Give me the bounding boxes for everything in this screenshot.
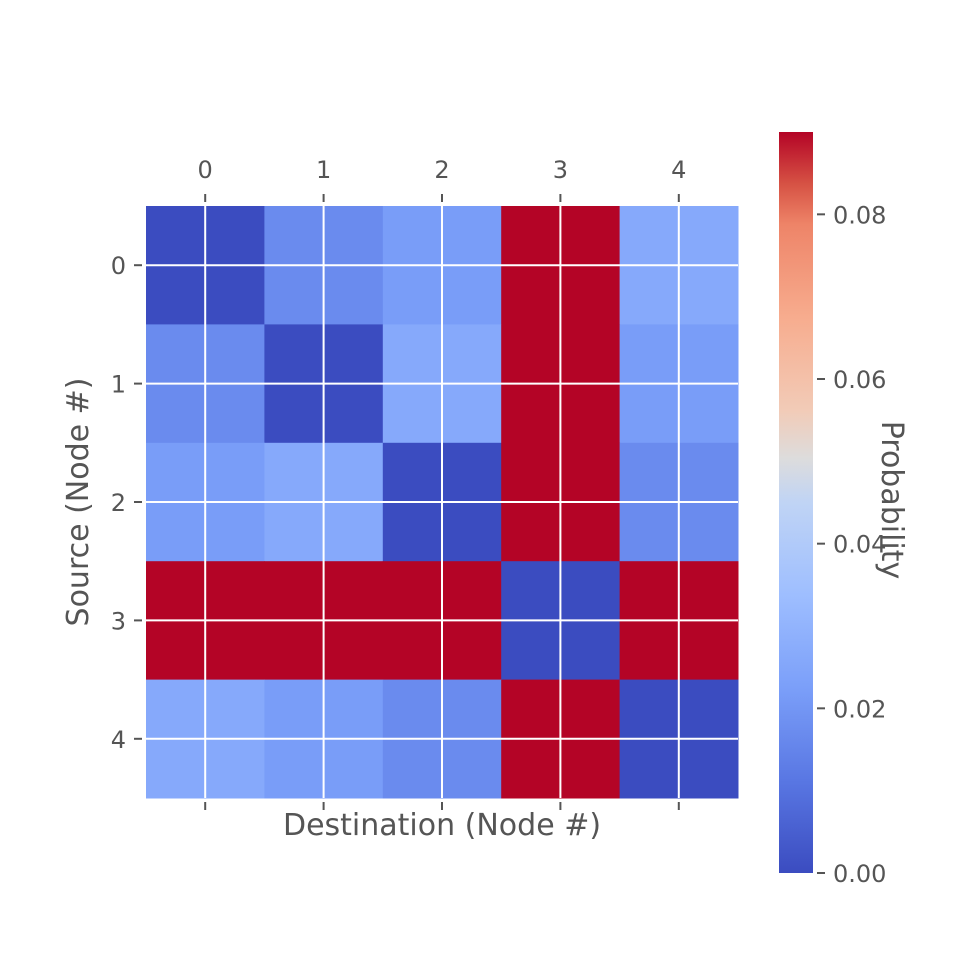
x-tick-label: 3 [553, 156, 568, 184]
colorbar-tick-label: 0.02 [833, 695, 886, 723]
x-tick-label: 4 [671, 156, 686, 184]
y-tick-label: 1 [111, 371, 126, 399]
y-tick-label: 2 [111, 489, 126, 517]
colorbar-tick-label: 0.06 [833, 366, 886, 394]
colorbar-ticks: 0.00 0.02 0.04 0.06 0.08 [817, 201, 886, 888]
x-tick-label: 0 [198, 156, 213, 184]
colorbar-tick-label: 0.04 [833, 531, 886, 559]
colorbar-tick-label: 0.00 [833, 860, 886, 888]
colorbar-label: Probability [874, 421, 909, 580]
colorbar [779, 132, 813, 873]
y-tick-label: 0 [111, 252, 126, 280]
x-tick-label: 2 [434, 156, 449, 184]
y-axis-ticks: 0 1 2 3 4 [111, 252, 142, 754]
x-tick-label: 1 [316, 156, 331, 184]
x-axis-label: Destination (Node #) [283, 808, 601, 843]
colorbar-tick-label: 0.08 [833, 201, 886, 229]
y-axis-label: Source (Node #) [61, 378, 96, 627]
y-tick-label: 3 [111, 607, 126, 635]
y-tick-label: 4 [111, 726, 126, 754]
heatmap-grid [146, 206, 738, 798]
x-axis-ticks: 0 1 2 3 4 [198, 156, 686, 810]
